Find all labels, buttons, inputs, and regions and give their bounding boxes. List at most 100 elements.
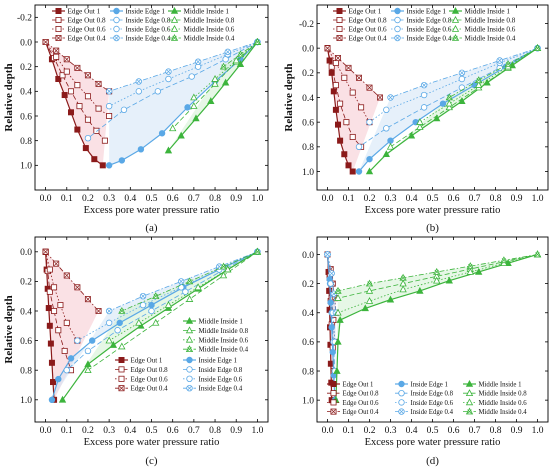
legend-label: Middle Inside 1 (199, 318, 244, 326)
data-point (118, 157, 126, 164)
y-tick-label: 0.2 (20, 278, 32, 288)
data-point (383, 106, 390, 114)
legend-label: Edge Out 0.4 (349, 35, 388, 43)
data-point (152, 292, 160, 300)
legend-entry: Inside Edge 0.4 (110, 35, 171, 43)
y-tick-label: 0.2 (302, 69, 314, 79)
legend-entry: Edge Out 0.8 (52, 17, 106, 25)
legend-marker (330, 408, 337, 415)
legend-entry: Inside Edge 1 (391, 8, 446, 16)
data-point (420, 91, 428, 99)
legend-marker (398, 408, 405, 415)
y-tick-label: 0.2 (20, 63, 32, 73)
data-point (93, 127, 100, 134)
legend-entry: Inside Edge 0.8 (183, 366, 243, 374)
legend-marker (170, 24, 179, 32)
data-point (158, 130, 166, 137)
legend-marker (113, 25, 120, 33)
legend-marker (451, 33, 460, 41)
data-point (165, 75, 172, 83)
data-point (330, 88, 337, 95)
data-point (53, 53, 60, 60)
data-point (116, 319, 123, 327)
legend-label: Inside Edge 0.8 (407, 17, 452, 25)
data-point (341, 74, 348, 81)
legend-marker (398, 380, 405, 388)
y-axis-label: Relative depth (3, 63, 15, 131)
legend-entry: Middle Inside 0.8 (168, 15, 235, 25)
legend-entry: Inside Edge 0.6 (110, 26, 171, 34)
series-middle-inside-0-4 (219, 37, 262, 70)
data-point (118, 342, 126, 350)
legend-entry: Middle Inside 0.4 (183, 345, 249, 354)
series-line (172, 41, 258, 129)
data-point (106, 113, 113, 120)
data-point (358, 104, 365, 111)
data-point (500, 256, 508, 264)
data-point (332, 59, 339, 66)
data-point (63, 56, 70, 63)
data-point (55, 375, 62, 383)
legend-marker (394, 34, 401, 42)
legend-label: Inside Edge 0.4 (407, 35, 452, 43)
data-point (185, 295, 194, 302)
data-point (328, 270, 335, 277)
x-tick-label: 0.2 (364, 426, 376, 436)
x-tick-label: 1.0 (532, 426, 544, 436)
data-point (207, 97, 215, 104)
data-point (84, 347, 92, 355)
legend-entry: Edge Out 0.8 (115, 366, 168, 374)
series-line (87, 41, 258, 139)
x-tick-label: 0.5 (427, 194, 439, 204)
y-tick-label: 1.0 (20, 396, 32, 406)
x-tick-label: 0.0 (322, 426, 334, 436)
data-point (45, 305, 52, 312)
data-point (232, 56, 240, 64)
legend-entry: Edge Out 1 (327, 380, 373, 388)
data-point (337, 137, 344, 144)
data-point (63, 68, 70, 75)
data-point (88, 337, 96, 344)
data-point (439, 100, 447, 107)
x-tick-label: 0.9 (511, 194, 523, 204)
data-point (328, 69, 335, 76)
data-point (387, 94, 394, 101)
legend-marker (336, 35, 343, 42)
x-tick-label: 0.1 (343, 426, 355, 436)
data-point (253, 37, 262, 45)
data-point (182, 288, 189, 295)
data-point (114, 327, 121, 334)
legend-marker (55, 7, 62, 14)
data-point (84, 366, 92, 374)
y-tick-label: 0.0 (302, 251, 314, 261)
x-axis-label: Excess pore water pressure ratio (84, 437, 220, 448)
data-point (164, 301, 173, 308)
series-edge-out-0-4 (324, 45, 383, 101)
x-tick-label: 0.1 (61, 426, 73, 436)
data-point (47, 340, 54, 347)
x-tick-label: 0.6 (448, 194, 460, 204)
data-point (135, 318, 143, 326)
legend-label: Middle Inside 0.6 (479, 400, 528, 407)
panel-2: 0.0 0.1 0.2 0.3 0.4 0.5 0.6 0.7 0.8 0.9 1.0 -0.2 0.0… (283, 4, 549, 234)
legend-label: Middle Inside 0.6 (184, 26, 235, 34)
legend-marker (186, 375, 193, 382)
legend-entry: Middle Inside 0.8 (183, 326, 249, 335)
panel-label: (b) (426, 222, 439, 234)
data-point (332, 106, 339, 113)
data-point (139, 301, 147, 309)
series-middle-inside-0-4 (445, 44, 542, 101)
legend-label: Middle Inside 0.4 (479, 409, 528, 416)
x-axis-label: Excess pore water pressure ratio (365, 437, 501, 448)
legend-entry: Inside Edge 0.4 (183, 385, 243, 393)
legend-label: Edge Out 0.4 (68, 35, 107, 43)
data-point (365, 279, 374, 287)
data-point (365, 286, 374, 294)
data-point (105, 88, 113, 95)
series-line (327, 254, 337, 313)
data-point (334, 55, 341, 62)
legend-entry: Edge Out 0.8 (333, 17, 387, 25)
legend-label: Edge Out 0.8 (349, 17, 388, 25)
